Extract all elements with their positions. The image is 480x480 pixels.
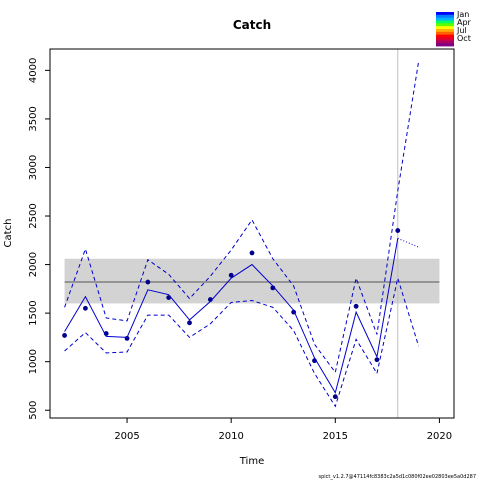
y-axis-title: Catch	[3, 219, 14, 248]
y-tick-label: 500	[28, 401, 39, 420]
observed-point	[187, 320, 192, 326]
reference-band	[64, 258, 440, 304]
legend-label: Jan	[456, 10, 469, 19]
legend-label: Apr	[457, 18, 472, 27]
lower-ci-line	[64, 276, 420, 408]
chart-title: Catch	[233, 18, 271, 32]
legend-swatch	[436, 37, 454, 41]
y-tick-label: 1000	[28, 349, 39, 374]
observed-point	[228, 272, 234, 278]
plot-frame	[49, 48, 455, 419]
observed-point	[62, 333, 67, 338]
legend-swatch	[436, 31, 454, 36]
legend-swatch	[436, 23, 454, 27]
y-tick-label: 2000	[28, 252, 39, 277]
y-tick-label: 3000	[28, 155, 39, 180]
legend-swatch	[436, 40, 454, 44]
legend-swatch	[436, 34, 454, 38]
observed-point	[166, 295, 172, 300]
legend-swatch	[436, 14, 454, 19]
legend-label: Jul	[456, 26, 467, 35]
legend-swatch	[436, 29, 454, 33]
upper-ci-line	[64, 61, 420, 374]
x-tick-label: 2015	[323, 431, 348, 442]
plot-area: 2005 2010 2015 2020 500 1000 1500 2000 2500 3000 3…	[28, 48, 455, 442]
y-tick-label: 4000	[28, 58, 39, 83]
y-tick-label: 3500	[28, 106, 39, 131]
forecast-line	[397, 237, 419, 248]
y-tick-label: 2500	[28, 203, 39, 228]
legend-swatch	[436, 20, 454, 24]
observed-point	[395, 228, 401, 233]
observed-point	[83, 305, 88, 311]
legend-swatch	[436, 17, 454, 21]
y-tick-label: 1500	[28, 300, 39, 325]
observed-point	[249, 250, 255, 256]
legend-swatch	[436, 12, 454, 16]
observed-point	[332, 394, 338, 400]
version-footer: spict_v1.2.7@47114fc8383c2a5d1c080f02ee0…	[319, 474, 477, 480]
predicted-line	[64, 238, 399, 395]
observed-point	[353, 303, 359, 309]
legend-swatch	[436, 26, 454, 30]
observed-point	[374, 357, 380, 363]
legend-swatch	[436, 43, 454, 47]
legend-label: Oct	[457, 34, 471, 43]
observed-point	[145, 279, 151, 285]
x-tick-label: 2005	[114, 431, 139, 442]
x-tick-label: 2010	[218, 431, 243, 442]
x-tick-label: 2020	[427, 431, 452, 442]
x-axis-title: Time	[239, 456, 264, 467]
